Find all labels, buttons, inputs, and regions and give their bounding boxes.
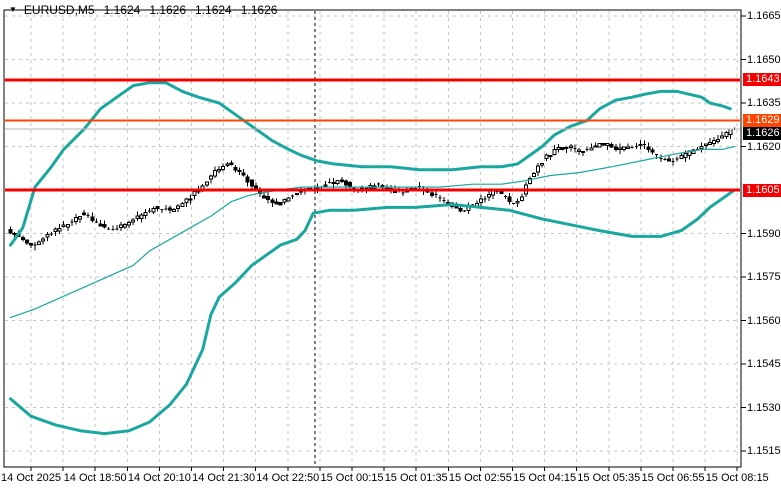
time-tick-label: 14 Oct 18:50 bbox=[63, 472, 127, 484]
price-tick-label: 1.1575 bbox=[747, 271, 781, 283]
time-tick-label: 15 Oct 01:35 bbox=[384, 472, 448, 484]
price-tick-label: 1.1635 bbox=[747, 97, 781, 109]
time-tick-label: 14 Oct 22:50 bbox=[256, 472, 320, 484]
bollinger-bands bbox=[9, 81, 736, 436]
time-tick-label: 15 Oct 05:35 bbox=[577, 472, 641, 484]
chart-frame bbox=[3, 9, 742, 468]
price-tick-label: 1.1515 bbox=[747, 445, 781, 457]
ohlc-open: 1.1624 bbox=[103, 3, 141, 17]
price-badge-1-1629: 1.1629 bbox=[743, 113, 781, 127]
price-tick-label: 1.1545 bbox=[747, 358, 781, 370]
price-badge-1-1643: 1.1643 bbox=[743, 73, 781, 87]
bollinger-lower-band bbox=[9, 188, 736, 436]
axis-ticks bbox=[30, 15, 746, 471]
price-tick-label: 1.1560 bbox=[747, 314, 781, 327]
symbol-timeframe-label: EURUSD,M5 bbox=[23, 3, 95, 17]
grid bbox=[5, 11, 740, 466]
time-tick-label: 14 Oct 2025 bbox=[1, 472, 61, 484]
price-tick-label: 1.1590 bbox=[747, 227, 781, 240]
chart-title-bar: ▼ EURUSD,M5 1.1624 1.1626 1.1624 1.1626 bbox=[9, 3, 277, 17]
price-tick-label: 1.1650 bbox=[747, 53, 781, 66]
price-tick-label: 1.1530 bbox=[747, 401, 781, 414]
ohlc-low: 1.1624 bbox=[195, 3, 232, 17]
time-tick-label: 15 Oct 08:15 bbox=[705, 472, 769, 484]
bollinger-middle-line bbox=[9, 145, 736, 319]
time-tick-label: 15 Oct 02:55 bbox=[448, 472, 512, 484]
ohlc-close: 1.1626 bbox=[240, 3, 278, 17]
price-badge-1-1605: 1.1605 bbox=[743, 183, 781, 197]
time-tick-label: 15 Oct 04:15 bbox=[513, 472, 577, 484]
time-tick-label: 14 Oct 21:30 bbox=[192, 472, 256, 484]
price-badge-1-1626: 1.1626 bbox=[743, 126, 781, 140]
collapse-triangle-icon[interactable]: ▼ bbox=[9, 5, 17, 14]
time-tick-label: 14 Oct 20:10 bbox=[127, 472, 191, 484]
price-tick-label: 1.1620 bbox=[747, 140, 781, 153]
bollinger-upper-band bbox=[9, 81, 732, 247]
time-tick-label: 15 Oct 06:55 bbox=[641, 472, 705, 484]
time-tick-label: 15 Oct 00:15 bbox=[320, 472, 384, 484]
price-tick-label: 1.1665 bbox=[747, 10, 781, 22]
ohlc-high: 1.1626 bbox=[149, 3, 187, 17]
